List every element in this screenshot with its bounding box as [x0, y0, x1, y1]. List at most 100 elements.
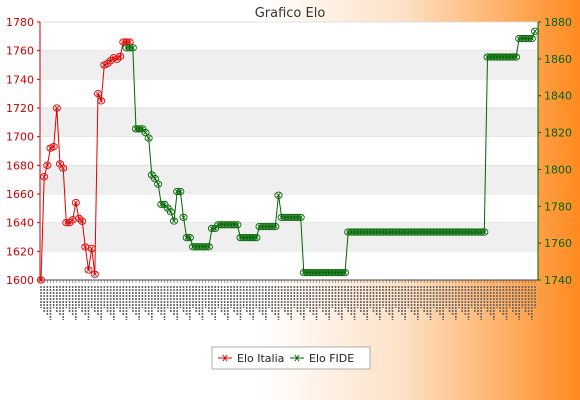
data-point-mark — [83, 244, 88, 250]
data-point-mark — [171, 218, 177, 224]
data-point — [296, 213, 305, 221]
grid-band — [40, 108, 538, 137]
data-point — [274, 191, 283, 199]
data-point-mark — [70, 217, 75, 222]
data-point-mark — [532, 29, 538, 34]
data-point — [36, 276, 46, 284]
data-point-mark — [114, 57, 120, 62]
legend-swatch-mark — [222, 354, 228, 362]
data-point — [511, 53, 521, 61]
data-point — [81, 243, 90, 251]
data-point — [43, 161, 52, 169]
x-tick-labels — [40, 280, 536, 320]
data-point-mark — [178, 189, 183, 194]
data-point-mark — [95, 91, 101, 96]
data-point — [59, 164, 68, 172]
left-tick-label: 1600 — [6, 274, 34, 287]
data-point — [480, 228, 489, 236]
series-elo-italia — [36, 38, 134, 284]
axes: 1600 1620 1640 1660 1680 1700 1720 1740 1760 1780… — [6, 16, 572, 287]
data-point-mark — [105, 61, 110, 66]
data-point-mark — [529, 36, 534, 41]
legend-label: Elo FIDE — [309, 352, 354, 365]
data-point-mark — [206, 244, 211, 249]
data-point — [128, 44, 137, 52]
data-point-mark — [42, 174, 47, 179]
data-point-mark — [298, 215, 303, 220]
data-point-mark — [108, 58, 113, 63]
data-point — [340, 268, 350, 277]
data-point-mark — [342, 270, 348, 275]
series-layer — [36, 27, 540, 284]
data-point-mark — [254, 235, 259, 240]
right-tick-label: 1800 — [544, 163, 572, 176]
data-point-mark — [67, 220, 72, 225]
data-point-mark — [143, 130, 148, 135]
right-tick-label: 1840 — [544, 90, 572, 103]
data-point-mark — [99, 98, 104, 103]
data-point-mark — [61, 166, 66, 171]
data-point — [78, 217, 87, 225]
data-point — [84, 266, 93, 274]
data-point — [68, 216, 77, 224]
data-point-mark — [127, 39, 132, 45]
grid-bands — [40, 21, 538, 280]
right-tick-label: 1860 — [544, 53, 572, 66]
left-tick-label: 1700 — [6, 131, 34, 144]
data-point — [97, 97, 106, 105]
data-point-mark — [482, 230, 487, 235]
left-tick-label: 1720 — [6, 102, 34, 115]
data-point — [252, 233, 261, 242]
data-point — [144, 134, 153, 142]
left-tick-label: 1680 — [6, 159, 34, 172]
series-line — [126, 31, 536, 274]
data-point — [52, 104, 61, 112]
data-point — [154, 180, 163, 188]
left-tick-label: 1640 — [6, 217, 34, 230]
data-point-mark — [235, 222, 240, 227]
right-tick-label: 1740 — [544, 274, 572, 287]
data-point — [166, 208, 175, 216]
data-point — [204, 243, 213, 251]
left-tick-label: 1740 — [6, 73, 34, 86]
right-tick-label: 1760 — [544, 237, 572, 250]
data-point — [271, 222, 280, 231]
legend-swatch-mark — [294, 354, 300, 362]
data-point-mark — [513, 54, 519, 60]
right-tick-label: 1780 — [544, 200, 572, 213]
data-point-mark — [80, 219, 85, 224]
data-point — [185, 233, 194, 242]
legend: Elo Italia Elo FIDE — [211, 346, 371, 370]
data-point-mark — [181, 215, 186, 220]
data-point-mark — [152, 176, 158, 181]
data-point-mark — [92, 272, 97, 277]
left-tick-label: 1660 — [6, 188, 34, 201]
data-point-mark — [273, 224, 278, 229]
right-tick-label: 1820 — [544, 127, 572, 140]
series-elo-fide — [122, 27, 540, 277]
left-tick-label: 1760 — [6, 45, 34, 58]
data-point — [40, 173, 49, 181]
data-point-mark — [51, 144, 56, 149]
left-tick-label: 1620 — [6, 245, 34, 258]
legend-label: Elo Italia — [237, 352, 284, 365]
data-point-mark — [118, 54, 123, 59]
data-point-mark — [45, 163, 50, 168]
right-tick-label: 1880 — [544, 16, 572, 29]
data-point — [169, 217, 179, 225]
data-point — [233, 221, 242, 229]
data-point — [527, 34, 536, 43]
data-point — [530, 27, 540, 35]
data-point — [87, 244, 96, 253]
data-point-mark — [76, 216, 82, 221]
data-point-mark — [168, 209, 173, 214]
data-point-mark — [73, 200, 78, 205]
data-point — [176, 187, 185, 196]
grid-band — [40, 222, 538, 252]
left-tick-label: 1780 — [6, 16, 34, 29]
data-point — [90, 270, 99, 278]
data-point — [49, 143, 58, 151]
grid-band — [40, 50, 538, 80]
